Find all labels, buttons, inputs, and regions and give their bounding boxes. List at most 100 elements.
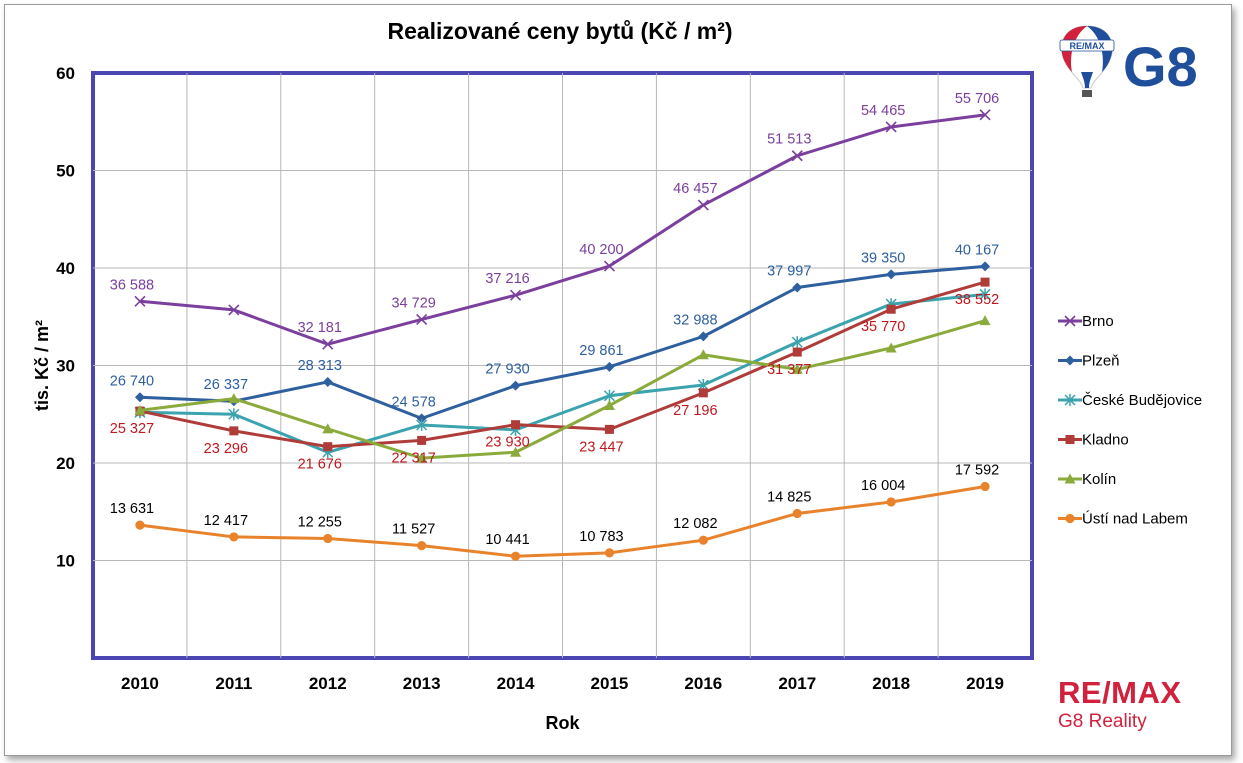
y-tick-label: 50 (56, 162, 75, 181)
data-label: 23 296 (204, 441, 248, 457)
data-point (603, 260, 616, 272)
data-label: 38 552 (955, 292, 999, 308)
data-point (511, 420, 521, 430)
data-point (979, 315, 991, 326)
data-point (792, 347, 802, 357)
chart-title: Realizované ceny bytů (Kč / m²) (387, 18, 733, 44)
y-tick-label: 60 (56, 64, 75, 83)
data-point (229, 426, 239, 436)
data-point (323, 442, 333, 452)
data-point (510, 380, 521, 391)
data-point (322, 423, 334, 434)
data-point (697, 199, 709, 211)
data-point (416, 313, 428, 325)
legend-marker (1064, 394, 1076, 406)
data-point (698, 331, 709, 342)
data-point (979, 109, 991, 121)
data-point (603, 389, 615, 402)
data-point (792, 282, 803, 293)
data-point (228, 408, 240, 421)
y-axis-label: tis. Kč / m² (32, 320, 52, 411)
data-label: 24 578 (391, 394, 435, 410)
series-line (139, 264, 986, 420)
data-label: 12 417 (204, 513, 248, 529)
data-label: 17 592 (955, 462, 999, 478)
data-point (228, 304, 240, 316)
data-label: 37 997 (767, 264, 811, 280)
x-tick-label: 2016 (684, 674, 722, 693)
legend-marker (1065, 513, 1075, 524)
x-tick-label: 2012 (309, 674, 347, 693)
data-label: 23 930 (485, 435, 529, 451)
data-label: 32 988 (673, 312, 717, 328)
data-point (886, 304, 896, 314)
data-label: 23 447 (579, 439, 623, 455)
data-point (980, 481, 990, 492)
series-line (139, 484, 986, 558)
data-point (134, 404, 146, 415)
data-point (697, 349, 709, 360)
data-label: 28 313 (298, 358, 342, 374)
data-label: 37 216 (485, 271, 529, 287)
series-line (139, 319, 986, 460)
x-tick-label: 2015 (591, 674, 629, 693)
data-point (134, 295, 146, 307)
y-tick-label: 40 (56, 259, 75, 278)
data-point (698, 535, 708, 545)
x-tick-label: 2011 (215, 674, 252, 693)
data-point (135, 520, 145, 530)
remax-wordmark: RE/MAX (1058, 675, 1182, 710)
data-point (603, 399, 615, 410)
series-line (139, 292, 986, 454)
legend-marker (1064, 315, 1076, 327)
data-point (322, 338, 334, 350)
x-tick-label: 2013 (403, 674, 441, 693)
legend-entry: Ústí nad Labem (1082, 511, 1188, 528)
data-point (509, 289, 522, 301)
data-point (417, 435, 427, 445)
y-tick-label: 30 (56, 357, 75, 376)
data-point (886, 269, 897, 280)
data-label: 12 255 (298, 515, 342, 531)
data-label: 27 930 (485, 362, 529, 378)
series-line (139, 280, 986, 449)
data-label: 25 327 (110, 421, 154, 437)
y-tick-label: 10 (56, 552, 75, 571)
data-point (416, 418, 428, 431)
data-point (417, 541, 427, 551)
data-point (416, 413, 427, 424)
data-label: 40 200 (579, 242, 623, 258)
data-point (604, 361, 615, 372)
x-tick-label: 2014 (497, 674, 535, 693)
data-point (886, 497, 896, 507)
data-point (980, 261, 991, 272)
remax-g8-reality-logo: RE/MAX G8 Reality (1058, 676, 1228, 740)
legend-entry: Plzeň (1082, 353, 1120, 370)
data-label: 55 706 (955, 91, 999, 107)
data-label: 39 350 (861, 250, 905, 266)
data-label: 34 729 (391, 295, 435, 311)
data-label: 22 317 (391, 450, 435, 466)
data-label: 13 631 (110, 501, 154, 517)
data-point (416, 452, 428, 463)
x-tick-label: 2017 (778, 674, 816, 693)
data-label: 12 082 (673, 516, 717, 532)
data-label: 46 457 (673, 181, 717, 197)
data-point (791, 363, 803, 374)
legend-entry: Kolín (1082, 471, 1116, 488)
x-axis-label: Rok (545, 713, 580, 733)
x-tick-label: 2010 (121, 674, 159, 693)
balloon-text: RE/MAX (1069, 41, 1104, 51)
data-label: 35 770 (861, 319, 905, 335)
data-label: 10 441 (485, 532, 529, 548)
data-point (228, 393, 240, 404)
data-point (885, 121, 897, 133)
data-point (792, 508, 802, 519)
remax-g8-logo: RE/MAX G8 (1059, 25, 1198, 98)
data-point (510, 551, 521, 561)
data-point (791, 150, 803, 162)
y-tick-label: 20 (56, 454, 75, 473)
data-label: 21 676 (298, 457, 342, 473)
data-label: 36 588 (110, 277, 154, 293)
